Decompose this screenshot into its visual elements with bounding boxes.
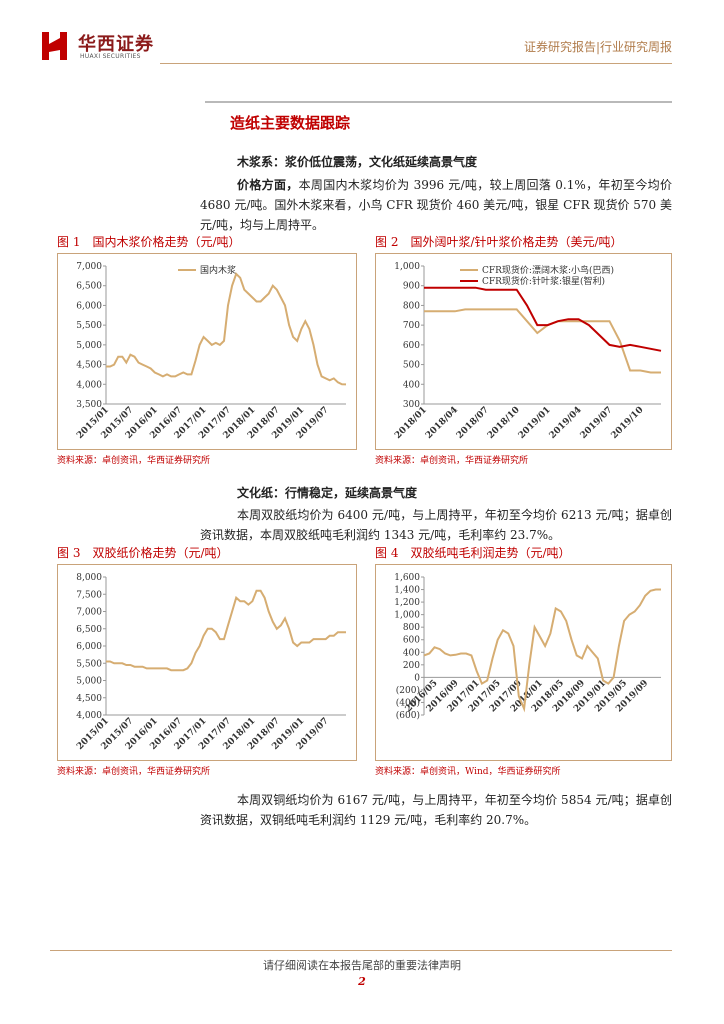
y-tick-label: 4,000 [76,380,102,390]
line [106,589,346,672]
y-tick-label: 600 [403,341,420,351]
y-tick-label: 700 [403,321,420,331]
subheading: 文化纸：行情稳定，延续高景气度 [237,486,418,500]
y-tick-label: 6,500 [76,282,102,292]
y-tick-label: 1,000 [394,611,420,621]
text: 本周国内木浆均价为 3996 元/吨，较上周回落 0.1%，年初至今均价 468… [200,178,672,232]
x-tick-label: 2018/07 [455,405,491,441]
legend-label: CFR现货价:针叶浆:银星(智利) [482,275,605,287]
figure-source: 资料来源：卓创资讯，华西证券研究所 [57,767,211,777]
paragraph: 本周双铜纸均价为 6167 元/吨，与上周持平，年初至今均价 5854 元/吨；… [200,793,672,827]
x-tick-label: 2019/01 [517,405,553,441]
figure-caption: 图 3 双胶纸价格走势（元/吨） [57,546,229,560]
y-tick-label: 1,400 [394,586,420,596]
x-tick-label: 2018/01 [393,405,429,441]
disclaimer: 请仔细阅读在本报告尾部的重要法律声明 [263,959,461,972]
lead: 价格方面， [237,178,299,192]
figure-source: 资料来源：卓创资讯，华西证券研究所 [375,456,529,466]
y-tick-label: 7,000 [76,262,102,272]
report-type: 证券研究报告|行业研究周报 [523,40,672,54]
y-tick-label: 800 [403,301,420,311]
figure-source: 资料来源：卓创资讯，华西证券研究所 [57,456,211,466]
y-tick-label: (200) [396,685,420,696]
y-tick-label: (400) [396,697,420,708]
chart: 4,000 4,500 5,000 5,500 6,000 6,500 7,000 7,500… [75,573,346,752]
y-tick-label: 5,500 [76,321,102,331]
y-tick-label: 400 [403,380,420,390]
figure-source: 资料来源：卓创资讯，Wind，华西证券研究所 [375,767,561,777]
y-tick-label: 6,500 [76,625,102,635]
chart: 3,500 4,000 4,500 5,000 5,500 6,000 6,500 7,000… [75,262,347,441]
y-tick-label: 3,500 [76,400,102,410]
y-tick-label: 6,000 [76,642,102,652]
y-tick-label: 8,000 [76,573,102,583]
y-tick-label: 0 [414,673,420,683]
chart-panel: 3,500 4,000 4,500 5,000 5,500 6,000 6,500 7,000… [57,253,357,450]
chart: (600) (400)(200) 0 200 400 600 800 1,000 1,200 1,… [394,573,661,721]
footer-rule [50,950,672,951]
chart-panel: (600) (400) (200) 0 200 400 600 800 1,000 1,200 1,… [375,564,672,761]
figure: 图 3 双胶纸价格走势（元/吨） 4,000 4,500 5,000 5,500 6,00… [57,544,357,777]
x-tick-label: 2019/10 [610,405,646,441]
y-tick-label: 5,500 [76,659,102,669]
page-number: 2 [358,975,366,988]
paragraph: 本周双胶纸均价为 6400 元/吨，与上周持平，年初至今均价 6213 元/吨；… [200,508,672,542]
figure-caption: 图 2 国外阔叶浆/针叶浆价格走势（美元/吨） [375,235,623,249]
y-tick-label: 1,600 [394,573,420,583]
section-rule [205,101,672,103]
x-tick-label: 2019/07 [579,405,615,441]
line [424,286,662,352]
y-tick-label: 1,000 [394,262,420,272]
line [424,308,661,374]
y-tick-label: 800 [403,623,420,633]
line [106,272,347,386]
y-tick-label: 7,500 [76,590,102,600]
chart-panel: 4,000 4,500 5,000 5,500 6,000 6,500 7,000 7,500… [57,564,357,761]
figure: 图 2 国外阔叶浆/针叶浆价格走势（美元/吨） 300 400 500 600 700 80… [375,233,672,466]
y-tick-label: 900 [403,282,420,292]
y-tick-label: 4,000 [76,711,102,721]
x-tick-label: 2019/04 [548,405,584,441]
y-tick-label: 600 [403,636,420,646]
y-tick-label: 5,000 [76,341,102,351]
x-tick-label: 2018/04 [424,405,460,441]
y-tick-label: 4,500 [76,361,102,371]
y-tick-label: (600) [396,710,420,721]
subheading: 木浆系：浆价低位震荡，文化纸延续高景气度 [237,155,478,169]
y-tick-label: 6,000 [76,301,102,311]
y-tick-label: 1,200 [394,598,420,608]
brand: 华西证券 [78,34,154,55]
logo [42,32,67,60]
y-tick-label: 500 [403,361,420,371]
figure-caption: 图 4 双胶纸吨毛利润走势（元/吨） [375,546,571,560]
y-tick-label: 5,000 [76,677,102,687]
section-title: 造纸主要数据跟踪 [230,114,351,132]
paragraph: 价格方面，本周国内木浆均价为 3996 元/吨，较上周回落 0.1%，年初至今均… [200,175,672,235]
y-tick-label: 300 [403,400,420,410]
figure: 图 1 国内木浆价格走势（元/吨） 3,500 4,000 4,500 5,000 5,5… [57,233,357,466]
figure: 图 4 双胶纸吨毛利润走势（元/吨） (600) (400) (200) 0 200 400… [375,544,672,777]
line [423,588,661,713]
figure-caption: 图 1 国内木浆价格走势（元/吨） [57,235,241,249]
header-rule [160,63,672,64]
y-tick-label: 200 [403,661,420,671]
y-tick-label: 4,500 [76,694,102,704]
chart: 300 400 500 600 700 800 900 1,000 2018/012018/04… [393,262,662,441]
x-tick-label: 2018/10 [486,405,522,441]
y-tick-label: 400 [403,648,420,658]
chart-panel: 300 400 500 600 700 800 900 1,000 2018/01 2018/04… [375,253,672,450]
y-tick-label: 7,000 [76,608,102,618]
legend-label: 国内木浆 [200,264,236,276]
brand-en: HUAXI SECURITIES [80,53,141,60]
legend-label: CFR现货价:漂阔木浆:小鸟(巴西) [482,264,614,276]
